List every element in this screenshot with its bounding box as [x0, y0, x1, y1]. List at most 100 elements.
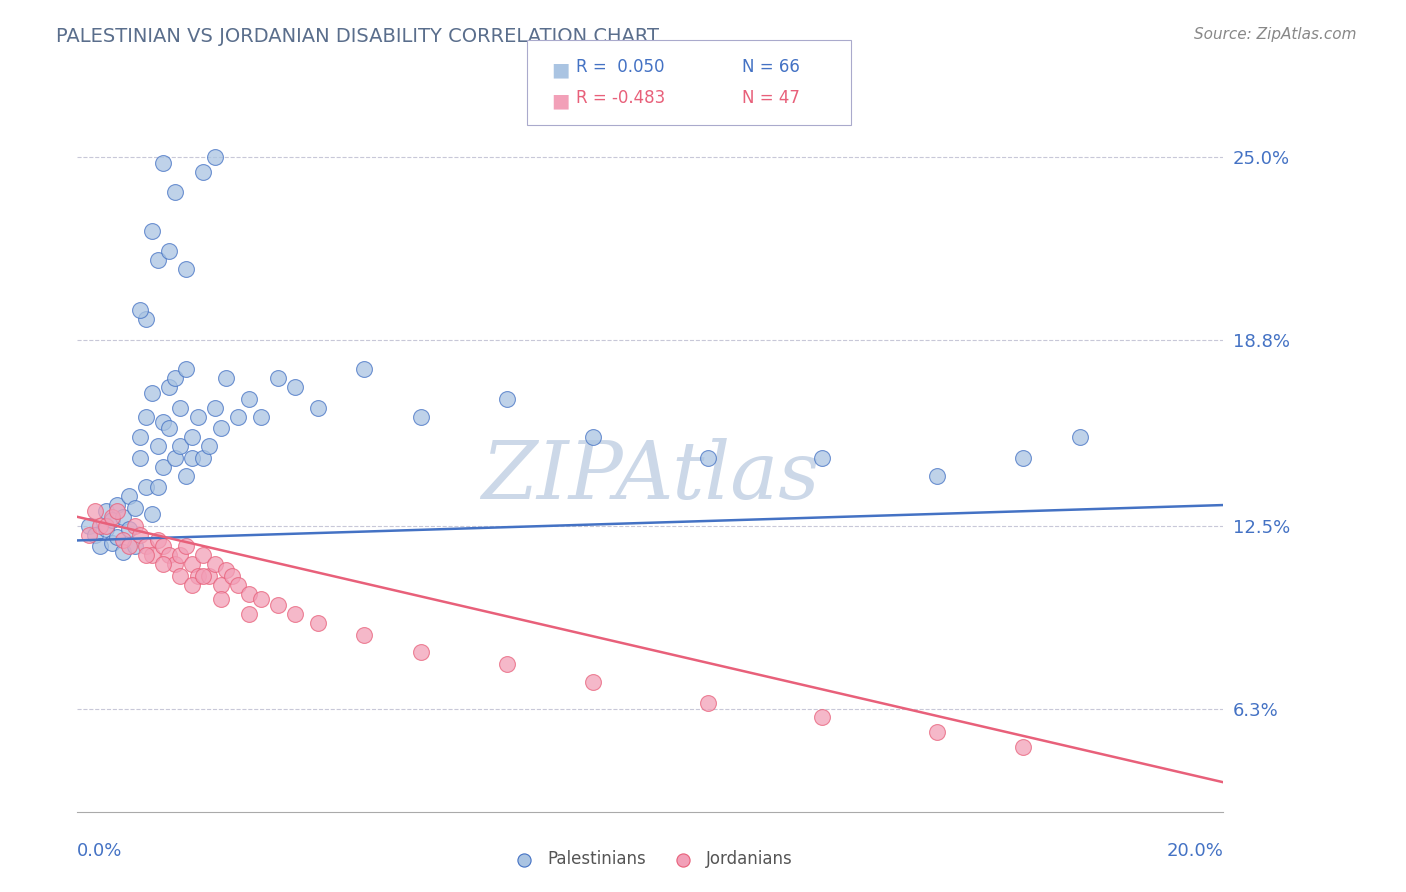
Point — [135, 409, 157, 424]
Point — [204, 150, 226, 164]
Point — [811, 710, 834, 724]
Point — [209, 592, 232, 607]
Point — [174, 362, 197, 376]
Point — [284, 380, 307, 394]
Point — [118, 489, 141, 503]
Point — [163, 450, 186, 465]
Point — [100, 536, 122, 550]
Point — [169, 569, 191, 583]
Text: ■: ■ — [551, 61, 569, 79]
Point — [157, 548, 180, 562]
Point — [198, 439, 221, 453]
Point — [135, 539, 157, 553]
Text: R = -0.483: R = -0.483 — [576, 89, 665, 107]
Point — [146, 253, 169, 268]
Point — [135, 312, 157, 326]
Point — [146, 480, 169, 494]
Point — [89, 539, 111, 553]
Point — [811, 450, 834, 465]
Text: ZIPAtlas: ZIPAtlas — [481, 438, 820, 515]
Point — [925, 468, 948, 483]
Point — [209, 577, 232, 591]
Point — [187, 409, 209, 424]
Point — [226, 409, 249, 424]
Point — [124, 501, 146, 516]
Point — [94, 504, 117, 518]
Point — [100, 509, 122, 524]
Point — [77, 518, 100, 533]
Point — [1069, 430, 1091, 444]
Point — [193, 569, 215, 583]
Point — [157, 244, 180, 259]
Point — [496, 657, 519, 672]
Text: N = 66: N = 66 — [742, 58, 800, 76]
Point — [925, 725, 948, 739]
Point — [193, 548, 215, 562]
Point — [157, 380, 180, 394]
Point — [238, 607, 260, 622]
Point — [141, 548, 163, 562]
Point — [696, 450, 718, 465]
Point — [284, 607, 307, 622]
Point — [238, 392, 260, 406]
Point — [204, 557, 226, 571]
Point — [124, 539, 146, 553]
Point — [267, 599, 290, 613]
Point — [89, 518, 111, 533]
Point — [94, 522, 117, 536]
Point — [582, 430, 605, 444]
Point — [135, 480, 157, 494]
Point — [107, 504, 129, 518]
Point — [152, 539, 174, 553]
Point — [112, 545, 135, 559]
Point — [226, 577, 249, 591]
Point — [174, 468, 197, 483]
Point — [135, 548, 157, 562]
Point — [152, 416, 174, 430]
Point — [129, 430, 152, 444]
Point — [124, 518, 146, 533]
Point — [118, 539, 141, 553]
Point — [129, 303, 152, 318]
Point — [249, 592, 271, 607]
Point — [496, 392, 519, 406]
Point — [157, 421, 180, 435]
Point — [169, 401, 191, 415]
Point — [204, 401, 226, 415]
Point — [169, 439, 191, 453]
Point — [174, 262, 197, 277]
Point — [187, 569, 209, 583]
Point — [215, 371, 238, 385]
Point — [198, 569, 221, 583]
Point — [174, 539, 197, 553]
Point — [249, 409, 271, 424]
Point — [411, 409, 433, 424]
Point — [221, 569, 243, 583]
Point — [152, 156, 174, 170]
Point — [307, 401, 329, 415]
Point — [112, 509, 135, 524]
Point — [94, 518, 117, 533]
Point — [180, 557, 204, 571]
Point — [146, 439, 169, 453]
Text: N = 47: N = 47 — [742, 89, 800, 107]
Point — [118, 522, 141, 536]
Point — [141, 507, 163, 521]
Point — [129, 450, 152, 465]
Point — [112, 533, 135, 548]
Point — [169, 548, 191, 562]
Point — [100, 513, 122, 527]
Point — [267, 371, 290, 385]
Point — [152, 459, 174, 474]
Point — [163, 371, 186, 385]
Point — [238, 586, 260, 600]
Point — [411, 645, 433, 659]
Point — [152, 557, 174, 571]
Point — [215, 563, 238, 577]
Point — [163, 186, 186, 200]
Point — [141, 386, 163, 401]
Point — [209, 421, 232, 435]
Legend: Palestinians, Jordanians: Palestinians, Jordanians — [501, 844, 800, 875]
Point — [107, 531, 129, 545]
Point — [1011, 739, 1033, 754]
